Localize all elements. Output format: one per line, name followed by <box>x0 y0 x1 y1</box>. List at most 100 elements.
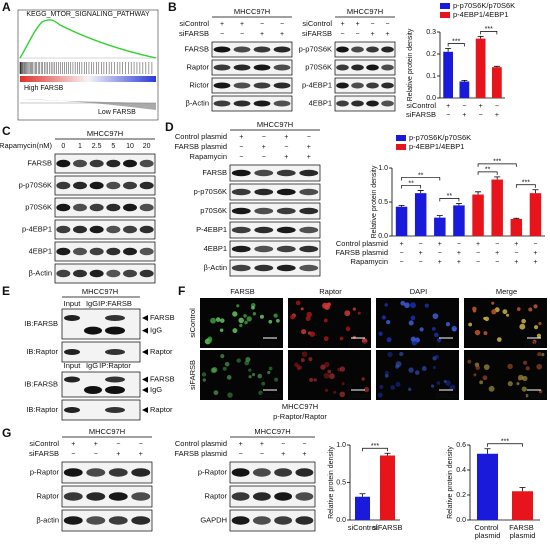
cell <box>313 378 317 382</box>
cell <box>324 361 330 368</box>
cell-line: MHCC97H <box>87 129 123 138</box>
sign: − <box>239 451 243 458</box>
band <box>73 269 87 278</box>
cell <box>324 388 329 393</box>
scale-label: 100um <box>436 393 458 400</box>
cell <box>516 307 521 311</box>
blot-row-label: β-Actin <box>186 98 210 107</box>
channel-label: FARSB <box>230 287 255 296</box>
band <box>273 82 291 89</box>
sign: − <box>462 103 466 110</box>
cell <box>452 327 457 332</box>
error-bar <box>384 452 391 456</box>
cell <box>522 375 528 382</box>
cell <box>502 309 508 315</box>
blot-row-label: FARSB <box>184 44 209 53</box>
cell <box>467 359 472 364</box>
band <box>73 203 87 212</box>
treatment-label: Rapamycin <box>189 152 227 161</box>
rank-metric <box>20 92 156 110</box>
arrow-label: FARSB <box>150 313 175 322</box>
y-tick-label: 0.3 <box>426 29 436 36</box>
blot-row-label: p-4EBP1 <box>302 80 332 89</box>
band <box>295 468 314 477</box>
band <box>123 181 137 190</box>
cell <box>473 373 477 377</box>
treatment-label: FARSB plasmid <box>174 142 227 151</box>
band <box>106 203 121 212</box>
band <box>276 207 296 215</box>
band <box>56 181 71 190</box>
sign: − <box>116 441 120 448</box>
blot-frame <box>229 221 321 239</box>
scale-label: 100um <box>348 341 370 348</box>
treatment-label: Control plasmid <box>175 439 227 448</box>
band <box>276 226 296 234</box>
sig-bracket <box>401 185 422 189</box>
sign: + <box>457 259 461 266</box>
cell-line: MHCC97H <box>254 427 290 436</box>
cell <box>479 380 484 385</box>
panel-label: E <box>2 284 10 298</box>
treatment-label: Control plasmid <box>175 132 227 141</box>
y-tick-label: 0.4 <box>456 467 466 474</box>
cell <box>323 318 328 323</box>
cell <box>259 314 264 319</box>
legend-label: p-4EBP1/4EBP1 <box>453 10 508 19</box>
cell <box>248 375 252 379</box>
sign: + <box>514 259 518 266</box>
cell <box>341 382 345 386</box>
blot-frame <box>229 164 321 182</box>
blot-frame <box>334 77 396 94</box>
blot-row-label: 4EBP1 <box>29 246 52 255</box>
cell <box>215 317 221 322</box>
y-tick-label: 0.5 <box>378 199 388 206</box>
band <box>231 264 251 272</box>
cell <box>434 332 439 338</box>
band <box>231 516 250 525</box>
cell <box>430 384 435 388</box>
x-tick-label: Control plasmid <box>474 523 500 540</box>
group-label: siFARSB <box>188 360 197 390</box>
micrograph <box>464 350 547 400</box>
arrow-label: Raptor <box>150 405 173 414</box>
cell <box>496 337 502 342</box>
cell <box>339 366 346 372</box>
sign: + <box>262 144 266 151</box>
cell <box>525 366 530 371</box>
band <box>56 269 71 278</box>
scale-label: 100um <box>348 393 370 400</box>
sign: − <box>281 441 285 448</box>
sign: + <box>240 21 244 28</box>
blot-frame <box>61 399 141 421</box>
cell-line: MHCC97H <box>347 7 383 16</box>
bar <box>453 205 465 236</box>
blot-row-label: IB:FARSB <box>24 319 58 328</box>
sign: − <box>370 21 374 28</box>
cell <box>268 319 273 324</box>
error-bar <box>513 217 520 219</box>
band <box>73 247 87 256</box>
sign: − <box>446 112 450 119</box>
blot-row-label: FARSB <box>202 168 227 177</box>
band <box>89 247 104 256</box>
cell <box>352 335 357 340</box>
band <box>254 264 274 272</box>
cell <box>483 364 490 370</box>
cell <box>344 310 351 317</box>
sign: − <box>239 154 243 161</box>
sign: + <box>220 21 224 28</box>
cell <box>246 316 252 322</box>
error-bar <box>445 48 452 52</box>
group-label: siControl <box>188 308 197 338</box>
sign: + <box>479 103 483 110</box>
sign: − <box>260 21 264 28</box>
scale-label: 100um <box>524 341 546 348</box>
cell <box>443 379 447 383</box>
arrow-label: FARSB <box>150 374 175 383</box>
blot-frame <box>229 509 316 532</box>
band <box>273 46 291 53</box>
cell <box>400 300 406 306</box>
lane-label: IP:FARSB <box>98 299 132 308</box>
band <box>89 203 104 212</box>
